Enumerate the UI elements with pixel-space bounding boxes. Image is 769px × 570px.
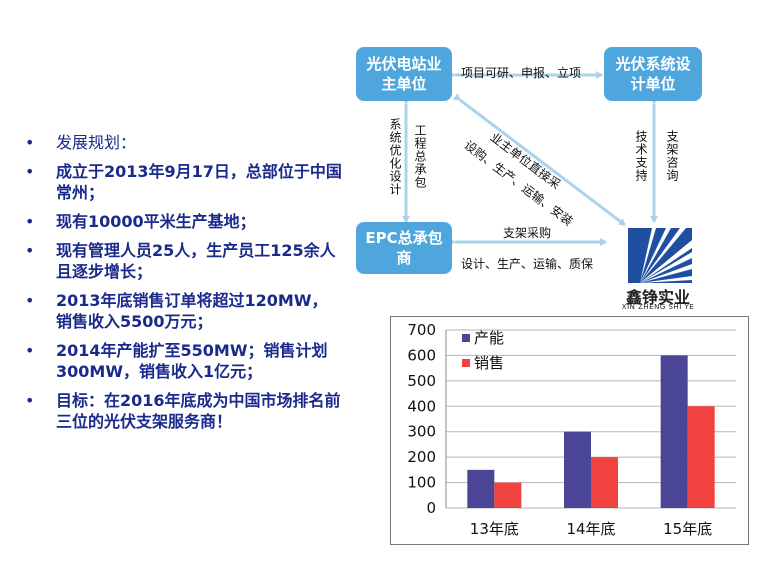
bullet-text: 发展规划： xyxy=(56,133,137,152)
x-tick-label: 14年底 xyxy=(566,520,615,538)
bar-capacity xyxy=(467,469,495,508)
y-tick-label: 300 xyxy=(407,423,436,441)
list-item: • 目标：在2016年底成为中国市场排名前三位的光伏支架服务商！ xyxy=(25,391,341,431)
list-item: • 成立于2013年9月17日，总部位于中国常州； xyxy=(25,162,342,202)
y-tick-label: 200 xyxy=(407,448,436,466)
bullet-text: 2014年产能扩至550MW；销售计划300MW，销售收入1亿元； xyxy=(56,341,328,381)
list-item: • 现有管理人员25人，生产员工125余人且逐步增长； xyxy=(25,241,336,281)
list-item: • 发展规划： xyxy=(25,133,137,152)
y-tick-label: 700 xyxy=(407,321,436,339)
bar-sales xyxy=(494,482,522,508)
x-tick-label: 13年底 xyxy=(470,520,519,538)
list-item: • 2013年底销售订单将超过120MW，销售收入5500万元； xyxy=(25,291,328,331)
bar-sales xyxy=(591,457,618,508)
y-tick-label: 400 xyxy=(407,397,436,415)
company-name: 鑫铮实业 xyxy=(625,288,690,307)
designer-node: 光伏系统设计单位 xyxy=(604,47,702,101)
bullet-text: 现有10000平米生产基地； xyxy=(56,212,256,231)
bar-capacity xyxy=(564,431,591,508)
bar-capacity xyxy=(660,355,688,508)
epc-node: EPC总承包商 xyxy=(356,222,452,274)
label-bottom-2: 设计、生产、运输、质保 xyxy=(461,257,594,271)
legend-label: 产能 xyxy=(474,329,504,347)
y-tick-label: 500 xyxy=(407,372,436,390)
owner-node: 光伏电站业主单位 xyxy=(356,47,452,101)
development-plan-list: • 发展规划： • 成立于2013年9月17日，总部位于中国常州； • 现有10000… xyxy=(22,132,342,440)
company-name-en: XIN ZHENG SHI YE xyxy=(621,303,695,311)
bar-sales xyxy=(687,406,715,508)
label-top: 项目可研、申报、立项 xyxy=(461,66,582,80)
arrow-owner-company xyxy=(452,93,626,227)
legend-swatch xyxy=(462,359,470,367)
owner-label: 光伏电站业主单位 xyxy=(366,55,442,93)
label-right-1: 技术支持 xyxy=(634,130,648,182)
designer-label: 光伏系统设计单位 xyxy=(615,55,691,93)
bullet-text: 成立于2013年9月17日，总部位于中国常州； xyxy=(56,162,342,202)
label-left-2: 工程总承包 xyxy=(413,124,427,189)
y-tick-label: 600 xyxy=(407,346,436,364)
label-bottom-1: 支架采购 xyxy=(503,226,552,240)
y-tick-label: 100 xyxy=(407,474,436,492)
x-tick-label: 15年底 xyxy=(663,520,712,538)
legend-label: 销售 xyxy=(474,354,504,372)
list-item: • 2014年产能扩至550MW；销售计划300MW，销售收入1亿元； xyxy=(25,341,328,381)
company-logo-icon xyxy=(628,228,692,283)
list-item: • 现有10000平米生产基地； xyxy=(25,212,256,231)
label-right-2: 支架咨询 xyxy=(665,130,679,182)
epc-label: EPC总承包商 xyxy=(365,229,443,267)
bullet-text: 2013年底销售订单将超过120MW，销售收入5500万元； xyxy=(56,291,328,331)
label-left-1: 系统优化设计 xyxy=(388,118,402,196)
y-tick-label: 0 xyxy=(426,499,436,517)
bullet-text: 现有管理人员25人，生产员工125余人且逐步增长； xyxy=(56,241,336,281)
legend-swatch xyxy=(462,334,470,342)
bullet-text: 目标：在2016年底成为中国市场排名前三位的光伏支架服务商！ xyxy=(56,391,341,431)
